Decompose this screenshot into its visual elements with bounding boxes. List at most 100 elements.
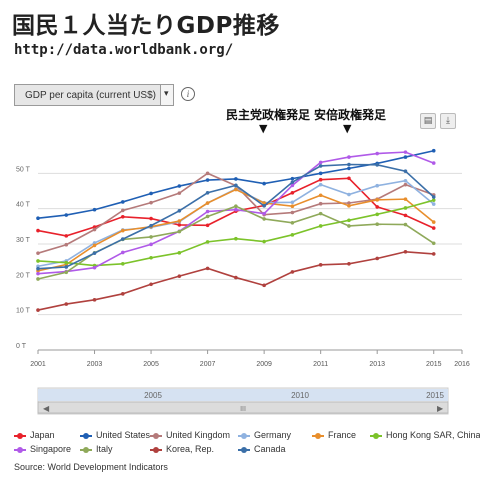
range-navigator[interactable]: ◀ ▶ III 2005 2010 2015 [37,387,449,415]
data-point-japan[interactable] [431,226,436,230]
data-point-japan[interactable] [149,216,153,221]
data-point-korea-rep[interactable] [262,283,266,288]
data-point-france[interactable] [177,219,182,223]
data-point-united-kingdom[interactable] [403,182,408,187]
data-point-united-states[interactable] [431,148,436,153]
data-point-germany[interactable] [36,264,40,269]
data-point-france[interactable] [92,243,97,248]
data-point-united-kingdom[interactable] [205,171,210,176]
data-point-korea-rep[interactable] [431,252,436,256]
data-point-france[interactable] [290,204,295,208]
data-point-singapore[interactable] [290,183,295,188]
data-point-japan[interactable] [347,176,351,181]
data-point-italy[interactable] [318,211,323,216]
data-point-korea-rep[interactable] [290,270,295,274]
legend-item-france[interactable]: France [312,430,356,440]
data-point-canada[interactable] [177,208,182,213]
legend-item-canada[interactable]: Canada [238,444,286,454]
data-point-canada[interactable] [205,190,210,195]
data-point-united-kingdom[interactable] [177,191,182,195]
data-point-germany[interactable] [318,182,323,187]
data-point-united-kingdom[interactable] [64,242,69,247]
navigator-selection[interactable] [38,389,448,401]
data-point-france[interactable] [234,187,238,192]
data-point-germany[interactable] [375,183,380,188]
data-point-korea-rep[interactable] [177,274,182,278]
data-point-singapore[interactable] [36,271,40,276]
data-point-italy[interactable] [290,221,295,225]
data-point-france[interactable] [347,204,351,208]
data-point-canada[interactable] [121,237,125,241]
download-icon[interactable]: ⤓ [440,113,456,129]
data-point-canada[interactable] [64,265,69,269]
data-point-japan[interactable] [121,214,125,219]
data-point-korea-rep[interactable] [234,275,238,280]
data-point-hong-kong-sar-china[interactable] [36,259,40,263]
data-point-france[interactable] [403,197,408,201]
legend-item-italy[interactable]: Italy [80,444,113,454]
series-line-korea-rep[interactable] [37,250,434,311]
data-point-hong-kong-sar-china[interactable] [290,233,295,237]
data-point-singapore[interactable] [92,265,97,270]
data-point-hong-kong-sar-china[interactable] [149,255,153,260]
data-point-canada[interactable] [36,266,40,271]
series-line-italy[interactable] [37,205,435,280]
data-point-hong-kong-sar-china[interactable] [64,260,69,265]
data-point-singapore[interactable] [431,161,436,165]
data-point-italy[interactable] [205,214,210,219]
data-point-singapore[interactable] [318,160,323,165]
data-point-germany[interactable] [290,200,295,205]
data-point-japan[interactable] [290,190,295,195]
data-point-canada[interactable] [318,164,323,168]
data-point-hong-kong-sar-china[interactable] [262,239,266,244]
data-point-japan[interactable] [375,205,380,209]
data-point-canada[interactable] [149,223,153,228]
data-point-united-states[interactable] [205,178,210,182]
data-point-korea-rep[interactable] [149,282,153,287]
data-point-korea-rep[interactable] [36,308,40,312]
data-point-france[interactable] [121,228,125,233]
legend-item-japan[interactable]: Japan [14,430,55,440]
series-line-germany[interactable] [37,179,435,268]
data-point-hong-kong-sar-china[interactable] [177,251,182,255]
data-point-germany[interactable] [403,178,408,183]
data-point-hong-kong-sar-china[interactable] [121,261,125,266]
data-point-italy[interactable] [403,222,408,227]
data-point-italy[interactable] [431,241,436,246]
indicator-select[interactable]: GDP per capita (current US$) ▾ [14,84,174,106]
legend-item-hong-kong-sar-china[interactable]: Hong Kong SAR, China [370,430,480,440]
data-point-italy[interactable] [64,270,69,275]
data-point-japan[interactable] [318,177,323,182]
data-point-singapore[interactable] [149,242,153,247]
data-point-united-kingdom[interactable] [149,200,153,205]
data-point-japan[interactable] [64,234,69,238]
data-point-france[interactable] [375,198,380,202]
data-point-canada[interactable] [262,204,266,208]
data-point-japan[interactable] [92,225,97,229]
data-point-canada[interactable] [290,180,295,184]
data-point-france[interactable] [318,193,323,198]
data-point-hong-kong-sar-china[interactable] [318,224,323,228]
data-point-germany[interactable] [347,192,351,197]
data-point-korea-rep[interactable] [375,256,380,261]
data-point-canada[interactable] [347,162,351,167]
print-icon[interactable]: ▤ [420,113,436,129]
data-point-germany[interactable] [92,241,97,245]
data-point-japan[interactable] [205,223,210,228]
legend-item-germany[interactable]: Germany [238,430,291,440]
data-point-hong-kong-sar-china[interactable] [205,240,210,244]
data-point-france[interactable] [262,201,266,205]
data-point-singapore[interactable] [121,250,125,255]
data-point-united-states[interactable] [149,191,153,196]
data-point-japan[interactable] [36,228,40,233]
data-point-united-kingdom[interactable] [347,201,351,205]
data-point-hong-kong-sar-china[interactable] [347,218,351,223]
data-point-united-states[interactable] [318,171,323,176]
data-point-united-states[interactable] [347,166,351,171]
chevron-down-icon[interactable]: ▾ [160,85,173,105]
data-point-united-states[interactable] [290,176,295,181]
data-point-united-kingdom[interactable] [290,210,295,215]
legend-item-korea-rep[interactable]: Korea, Rep. [150,444,214,454]
data-point-united-states[interactable] [92,207,97,212]
data-point-italy[interactable] [36,277,40,281]
